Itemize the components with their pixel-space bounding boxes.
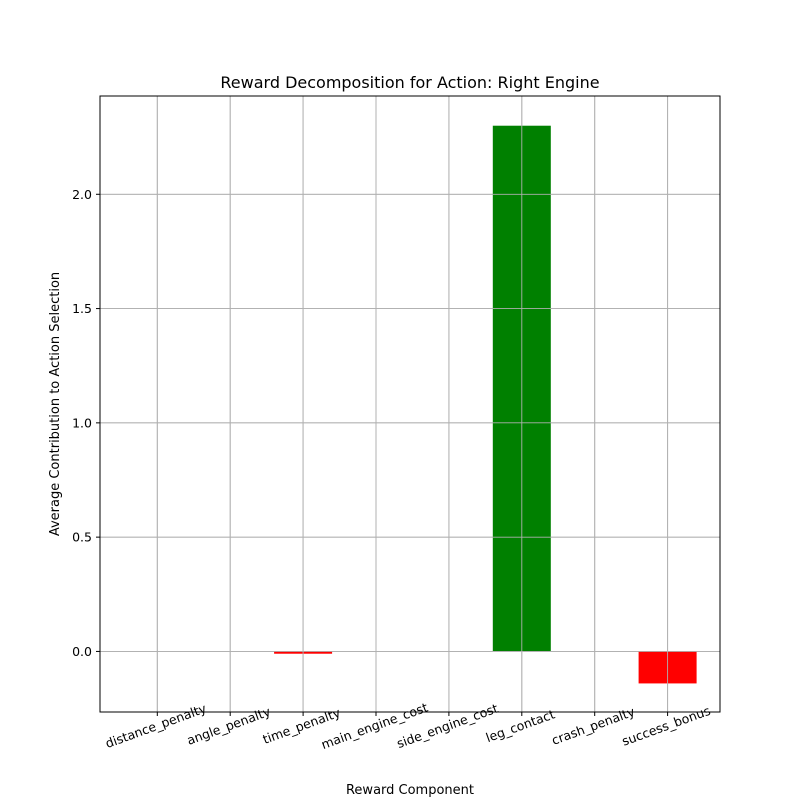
chart-title: Reward Decomposition for Action: Right E… [220, 73, 599, 92]
y-tick-label: 1.0 [72, 415, 92, 430]
bars [100, 96, 720, 712]
y-axis-label: Average Contribution to Action Selection [48, 272, 63, 536]
y-tick-label: 1.5 [72, 301, 92, 316]
x-axis-label: Reward Component [346, 783, 474, 798]
y-tick-label: 0.5 [72, 530, 92, 545]
plot-frame [99, 95, 721, 713]
y-tick-label: 0.0 [72, 644, 92, 659]
y-tick-label: 2.0 [72, 187, 92, 202]
